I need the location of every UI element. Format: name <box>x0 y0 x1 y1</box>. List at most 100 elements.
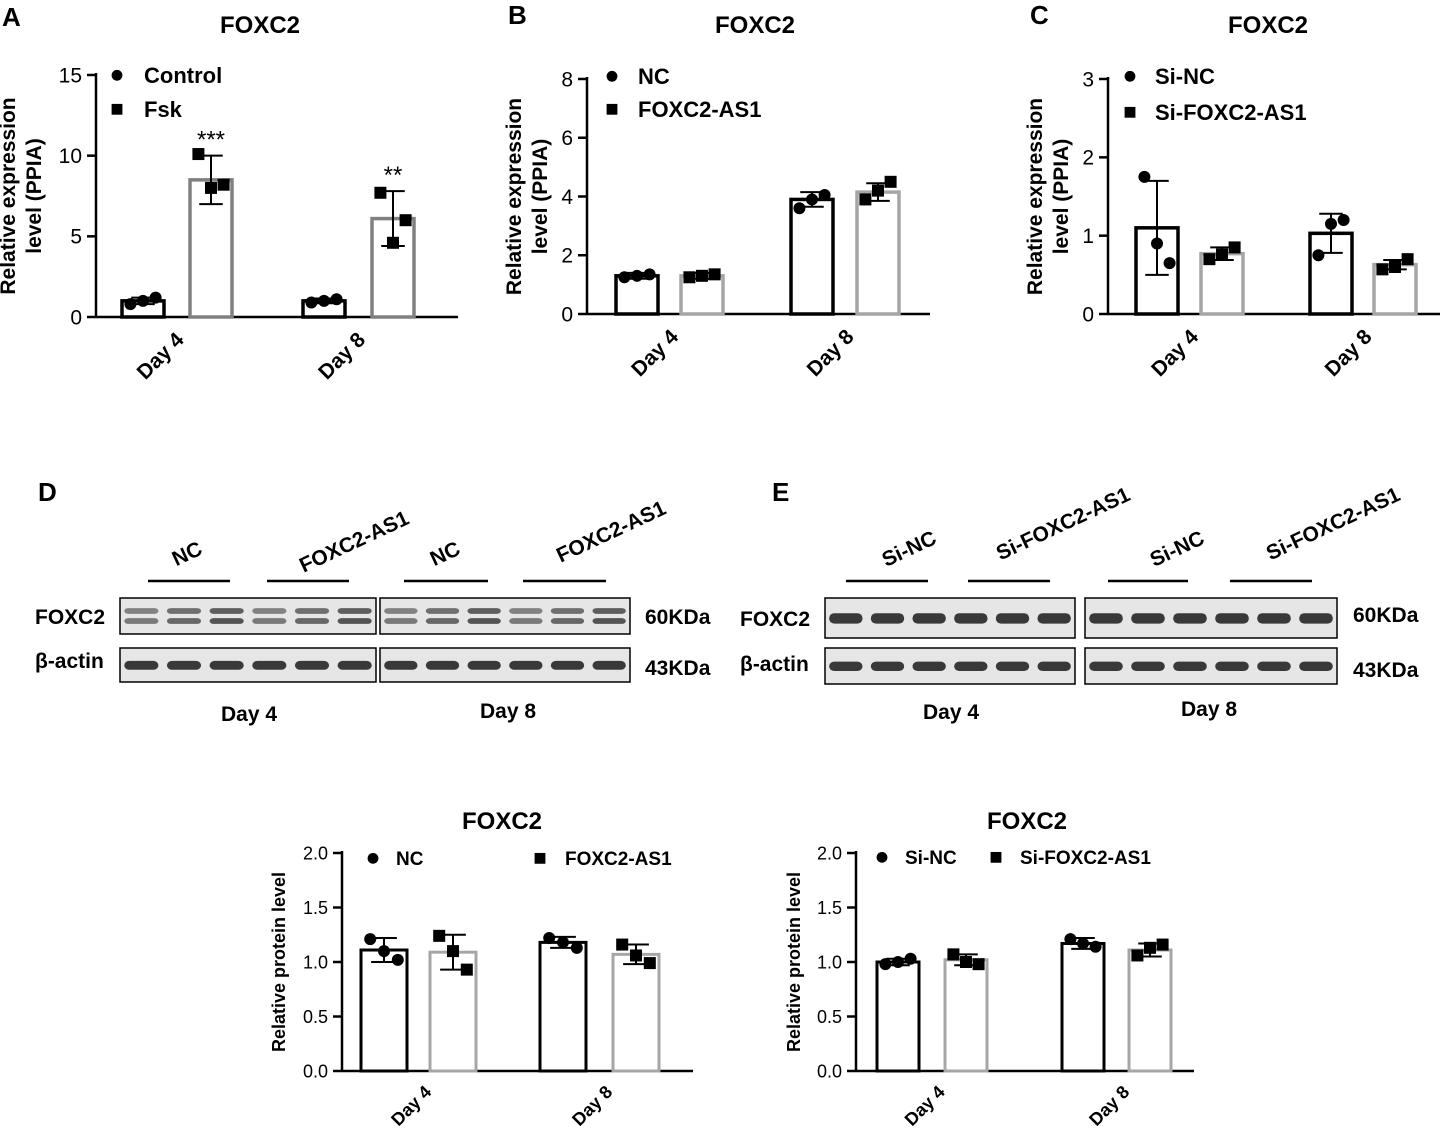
blot-band-E <box>1089 661 1123 672</box>
blot-band-E <box>1299 613 1333 624</box>
data-point-G <box>1077 937 1089 950</box>
blot-band-E <box>1173 613 1207 624</box>
data-point-A <box>124 298 137 311</box>
blot-row-label-D: FOXC2 <box>35 606 105 629</box>
blot-day-label-E: Day 8 <box>1181 698 1237 721</box>
x-tick-label-C: Day 8 <box>1321 325 1377 381</box>
blot-band-E <box>1299 661 1333 672</box>
blot-band-D <box>384 608 418 614</box>
blot-band-D <box>592 618 626 624</box>
y-tick-label-F: 1.5 <box>303 898 328 918</box>
data-point-B <box>708 268 721 281</box>
blot-membrane-D-1-0 <box>119 647 377 683</box>
blot-band-D <box>166 608 202 614</box>
data-point-C <box>1376 263 1389 276</box>
panel-letter-A: A <box>2 2 21 32</box>
data-point-F <box>433 929 446 942</box>
blot-membrane-E-0-0 <box>824 597 1076 639</box>
blot-size-label-E: 60KDa <box>1353 604 1419 627</box>
data-point-A <box>399 214 412 227</box>
data-point-C <box>1203 253 1216 266</box>
legend-label-A: Fsk <box>144 97 183 122</box>
blot-band-D <box>509 618 543 624</box>
blot-band-D <box>467 608 501 614</box>
x-tick-label-C: Day 4 <box>1147 325 1203 381</box>
data-point-C <box>1216 248 1228 261</box>
blot-band-E <box>954 661 988 672</box>
panel-letter-C: C <box>1030 0 1049 30</box>
legend-label-F: NC <box>396 849 424 870</box>
blot-band-E <box>954 613 988 624</box>
blot-band-D <box>294 618 330 624</box>
blot-group-label-E: Si-NC <box>878 527 940 572</box>
legend-label-C: Si-FOXC2-AS1 <box>1155 100 1307 125</box>
blot-membrane-E-1-0 <box>824 647 1076 685</box>
data-point-A <box>149 291 162 304</box>
data-point-G <box>947 948 960 961</box>
blot-band-D <box>384 660 418 670</box>
y-axis-label-B: level (PPIA) <box>529 139 552 255</box>
data-point-A <box>305 296 318 309</box>
legend-label-C: Si-NC <box>1155 64 1215 89</box>
blot-size-label-D: 60KDa <box>645 606 711 629</box>
bar-G-si-nc-day8 <box>1060 941 1106 1073</box>
legend-marker-F <box>534 852 546 864</box>
blot-band-E <box>829 661 863 672</box>
y-tick-label-G: 0.0 <box>817 1061 842 1081</box>
chart-title-A: FOXC2 <box>220 12 300 39</box>
legend-label-B: FOXC2-AS1 <box>638 97 761 122</box>
blot-band-D <box>209 608 244 614</box>
y-tick-label-B: 0 <box>561 303 573 326</box>
x-tick-label-F: Day 4 <box>387 1082 435 1130</box>
data-point-A <box>217 178 230 191</box>
blot-day-label-D: Day 4 <box>221 703 277 726</box>
blot-band-E <box>1215 613 1249 624</box>
data-point-B <box>631 269 643 282</box>
data-point-F <box>543 932 556 945</box>
y-axis-label-C: level (PPIA) <box>1050 139 1073 255</box>
legend-marker-C <box>1124 70 1136 82</box>
x-tick-label-F: Day 8 <box>568 1082 616 1130</box>
data-point-A <box>205 181 217 194</box>
x-tick-label-A: Day 8 <box>314 328 370 384</box>
y-tick-label-C: 0 <box>1082 303 1094 326</box>
data-point-C <box>1312 249 1325 262</box>
blot-group-label-D: NC <box>169 537 206 571</box>
blot-band-D <box>209 618 244 624</box>
data-point-C <box>1337 214 1350 226</box>
blot-membrane-D-0-1 <box>379 597 631 635</box>
data-point-C <box>1389 261 1401 273</box>
y-tick-label-C: 2 <box>1082 147 1094 170</box>
blot-band-D <box>550 618 585 624</box>
blot-membrane-E-0-1 <box>1084 597 1338 639</box>
legend-marker-G <box>990 851 1002 863</box>
blot-band-E <box>1257 661 1291 672</box>
data-point-G <box>904 952 917 965</box>
blot-band-E <box>1215 661 1249 672</box>
blot-band-D <box>124 660 159 670</box>
blot-group-label-D: FOXC2-AS1 <box>296 507 413 578</box>
data-point-G <box>1131 949 1144 962</box>
blot-day-label-D: Day 8 <box>480 700 536 723</box>
legend-marker-A <box>111 69 123 81</box>
bar-G-si-foxc2-as1-day8 <box>1127 948 1173 1073</box>
blot-band-E <box>1131 661 1165 672</box>
y-axis-label-A: Relative expression <box>0 97 20 294</box>
blot-group-label-E: Si-FOXC2-AS1 <box>1263 483 1404 565</box>
blot-band-D <box>166 660 202 670</box>
y-tick-label-G: 1.0 <box>817 952 842 972</box>
bar-B-nc-day8 <box>789 197 835 316</box>
data-point-A <box>192 148 205 161</box>
data-point-C <box>1151 237 1163 250</box>
data-point-B <box>618 271 631 284</box>
blot-band-D <box>124 618 159 624</box>
x-tick-label-A: Day 4 <box>133 328 189 384</box>
y-axis-label-B: Relative expression <box>503 98 526 295</box>
bar-G-si-foxc2-as1-day4 <box>943 958 989 1073</box>
blot-band-D <box>425 608 460 614</box>
data-point-G <box>1144 941 1156 954</box>
data-point-A <box>137 294 149 307</box>
panel-letter-D: D <box>38 477 57 507</box>
bar-F-nc-day8 <box>538 940 588 1073</box>
y-tick-label-F: 2.0 <box>303 843 328 863</box>
